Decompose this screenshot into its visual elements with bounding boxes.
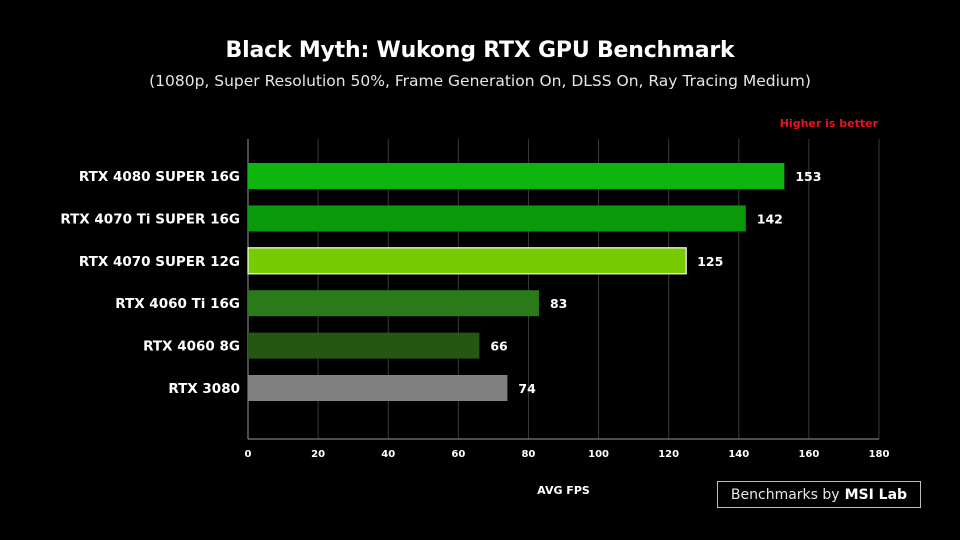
data-label: 142 — [757, 211, 783, 226]
bar — [248, 332, 480, 359]
x-tick-label: 120 — [658, 449, 679, 460]
category-label: RTX 4080 SUPER 16G — [79, 169, 240, 185]
bar — [248, 205, 746, 232]
higher-is-better-note: Higher is better — [779, 117, 878, 130]
bar — [248, 375, 508, 401]
chart-title: Black Myth: Wukong RTX GPU Benchmark — [225, 38, 735, 63]
category-label: RTX 3080 — [168, 381, 240, 397]
category-label: RTX 4070 SUPER 12G — [79, 254, 240, 270]
bar — [248, 290, 539, 317]
x-axis-label: AVG FPS — [537, 484, 590, 497]
x-tick-label: 40 — [381, 449, 395, 460]
x-tick-label: 0 — [245, 449, 252, 460]
x-tick-label: 60 — [451, 449, 465, 460]
category-label: RTX 4070 Ti SUPER 16G — [60, 211, 240, 227]
x-tick-label: 100 — [588, 449, 609, 460]
data-label: 66 — [490, 339, 508, 354]
category-label: RTX 4060 Ti 16G — [115, 296, 240, 312]
x-tick-label: 180 — [869, 449, 890, 460]
bar — [247, 247, 687, 275]
credit-brand: MSI Lab — [844, 486, 908, 503]
x-tick-label: 160 — [798, 449, 819, 460]
x-tick-label: 20 — [311, 449, 325, 460]
category-label: RTX 4060 8G — [143, 339, 240, 355]
data-label: 125 — [697, 254, 723, 269]
data-label: 153 — [795, 169, 821, 184]
data-label: 83 — [550, 296, 567, 311]
bar — [248, 163, 785, 189]
credit-text: Benchmarks by — [730, 486, 840, 503]
data-label: 74 — [518, 381, 536, 396]
x-tick-label: 80 — [521, 449, 535, 460]
x-tick-label: 140 — [728, 449, 749, 460]
credit-box: Benchmarks by MSI Lab — [717, 481, 921, 508]
chart-subtitle: (1080p, Super Resolution 50%, Frame Gene… — [149, 72, 811, 90]
